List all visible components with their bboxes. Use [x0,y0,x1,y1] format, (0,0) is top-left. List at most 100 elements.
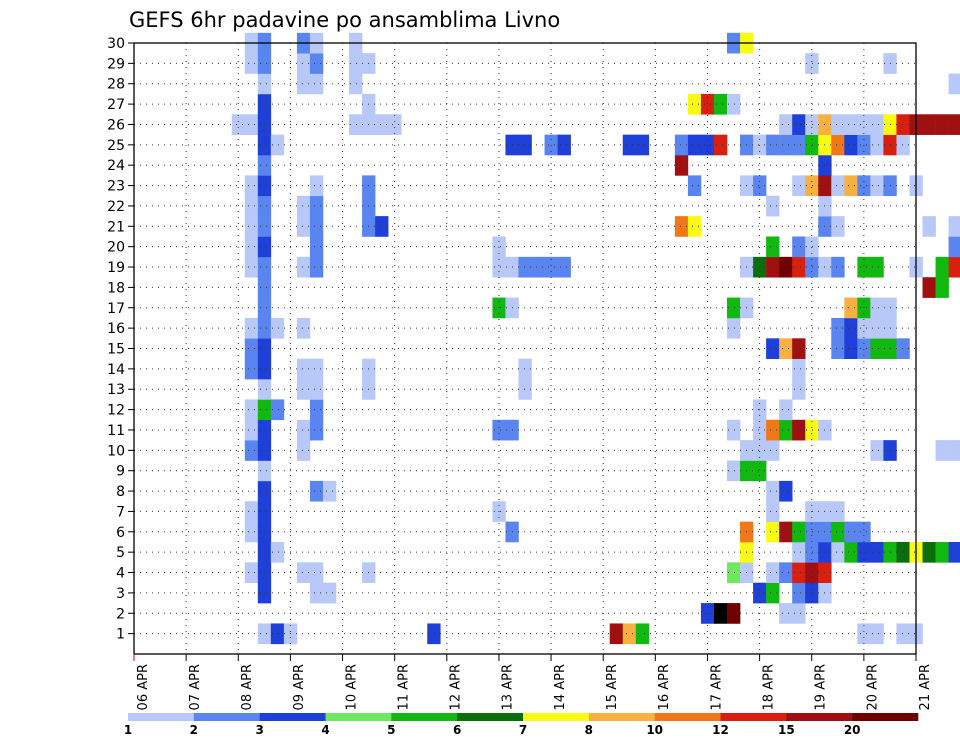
heatmap-cell [635,134,650,156]
y-tick-label: 13 [107,382,125,398]
heatmap-cell [557,256,571,278]
x-tick-label: 07 APR [188,664,203,710]
heatmap-cell [831,216,845,237]
heatmap-cell [309,73,324,95]
legend-label: 12 [712,723,729,737]
heatmap-cell [779,480,793,502]
heatmap-cell [296,419,311,441]
legend-swatch [128,713,195,721]
heatmap-cell [870,338,884,359]
heatmap-cell [935,440,949,461]
heatmap-cell [805,175,819,197]
heatmap-cell [857,175,871,197]
heatmap-cell [713,603,728,624]
heatmap-cell [322,480,337,502]
heatmap-cell [831,175,845,197]
heatmap-cell [244,419,259,441]
heatmap-cell [296,195,311,217]
heatmap-cell [257,297,272,319]
legend-swatch [523,713,590,721]
y-tick-label: 27 [107,97,125,113]
heatmap-cell [792,134,806,156]
heatmap-cell [857,114,871,135]
heatmap-cell [870,440,884,461]
heatmap-cell [622,623,637,645]
heatmap-cell [948,216,960,237]
heatmap-cell [322,582,337,604]
heatmap-cell [309,379,324,400]
legend-swatch [588,713,655,721]
heatmap-cell [792,114,806,135]
heatmap-cell [766,134,780,156]
heatmap-cell [844,175,858,197]
heatmap-cell [257,623,272,645]
heatmap-cell [427,623,441,645]
heatmap-cell [257,236,272,258]
y-tick-label: 15 [107,342,125,358]
heatmap-cell [792,419,806,441]
heatmap-cell [792,358,806,380]
heatmap-cell [531,256,545,278]
heatmap-cell [844,114,858,135]
heatmap-cell [309,419,324,441]
heatmap-cell [805,521,819,543]
y-tick-label: 3 [116,586,125,602]
heatmap-cell [257,399,272,421]
heatmap-cell [687,134,702,156]
heatmap-cell [779,256,793,278]
heatmap-cell [753,175,767,197]
heatmap-cell [753,134,767,156]
heatmap-cell [870,623,884,645]
x-tick-label: 14 APR [553,664,568,710]
heatmap-cell [309,216,324,237]
heatmap-cell [713,134,728,156]
heatmap-cell [231,114,246,135]
heatmap-cell [296,379,311,400]
heatmap-cell [713,93,728,115]
heatmap-cell [492,419,506,441]
legend-swatch [654,713,721,721]
heatmap-cell [805,541,819,563]
legend-label: 20 [844,723,861,737]
x-tick-label: 20 APR [866,664,881,710]
x-tick-label: 08 APR [240,664,255,710]
heatmap-cell [257,562,272,584]
heatmap-cell [687,175,702,197]
heatmap-cell [831,114,845,135]
heatmap-cell [870,256,884,278]
heatmap-cell [779,399,793,421]
heatmap-cell [870,134,884,156]
heatmap-cells [231,32,960,645]
legend-swatch [852,713,919,721]
y-tick-label: 1 [116,627,125,643]
y-tick-label: 9 [116,464,125,480]
y-tick-label: 23 [107,179,125,195]
heatmap-cell [922,541,936,563]
heatmap-cell [257,419,272,441]
heatmap-cell [870,114,884,135]
y-tick-label: 18 [107,280,125,296]
y-tick-label: 22 [107,199,125,215]
heatmap-cell [844,317,858,339]
heatmap-cell [270,134,285,156]
heatmap-cell [844,338,858,359]
heatmap-cell [309,236,324,258]
heatmap-cell [935,256,949,278]
heatmap-cell [779,134,793,156]
heatmap-cell [270,317,285,339]
heatmap-cell [257,134,272,156]
heatmap-cell [244,440,259,461]
heatmap-cell [270,399,285,421]
heatmap-cell [296,317,311,339]
heatmap-cell [831,256,845,278]
heatmap-cell [557,134,571,156]
colorbar-legend: 1 2 3 4 5 6 7 8 10 12 15 20 [124,713,919,737]
heatmap-cell [831,317,845,339]
y-tick-label: 25 [107,138,125,154]
y-tick-label: 30 [107,36,125,52]
heatmap-cell [727,460,741,482]
heatmap-cell [635,623,650,645]
heatmap-cell [805,419,819,441]
heatmap-cell [257,256,272,278]
legend-label: 3 [255,723,263,737]
